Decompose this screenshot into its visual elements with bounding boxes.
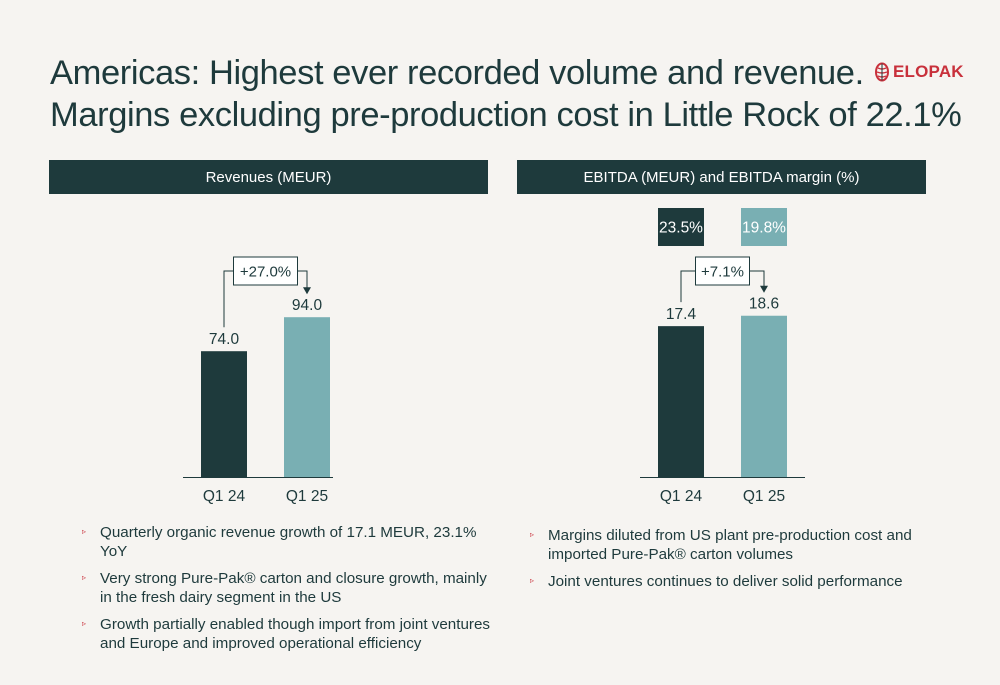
- elopak-logo-icon: [875, 62, 889, 82]
- page-title-line-2: Margins excluding pre-production cost in…: [50, 96, 962, 134]
- revenues-chart: 74.0 Q1 24 94.0 Q1 25 +27.0%: [183, 256, 333, 505]
- margin-box: [741, 208, 787, 246]
- plot-area: 17.4 Q1 24 18.6 Q1 25 +7.1% 23.5% 19.8%: [640, 208, 805, 505]
- bullet-marker-icon: ▹: [530, 530, 535, 539]
- change-label: +7.1%: [701, 264, 744, 281]
- data-label: 74.0: [209, 331, 240, 348]
- ebitda-bullets: ▹ Margins diluted from US plant pre-produ…: [530, 526, 930, 599]
- bullet-item: ▹ Quarterly organic revenue growth of 17.…: [82, 523, 502, 561]
- change-arrow-icon: [303, 287, 311, 295]
- company-logo: ELOPAK: [875, 60, 964, 84]
- x-tick-label: Q1 24: [660, 488, 703, 505]
- bullet-text: Margins diluted from US plant pre-produc…: [548, 527, 912, 563]
- revenue-bullets: ▹ Quarterly organic revenue growth of 17.…: [82, 523, 502, 661]
- revenues-chart-header: Revenues (MEUR): [49, 160, 488, 194]
- bullet-text: Joint ventures continues to deliver soli…: [548, 573, 903, 590]
- bar-q1-25: [741, 315, 787, 477]
- margin-label: 23.5%: [659, 220, 703, 237]
- bullet-item: ▹ Growth partially enabled though import …: [82, 615, 502, 653]
- bullet-marker-icon: ▹: [82, 573, 87, 582]
- bar-q1-25: [284, 317, 330, 477]
- margin-label: 19.8%: [742, 220, 786, 237]
- bar-q1-24: [201, 351, 247, 477]
- margin-box: [658, 208, 704, 246]
- x-tick-label: Q1 24: [203, 488, 246, 505]
- bullet-item: ▹ Joint ventures continues to deliver sol…: [530, 572, 930, 591]
- bullet-marker-icon: ▹: [530, 576, 535, 585]
- change-box: [695, 256, 750, 286]
- change-arrow-icon: [760, 285, 768, 293]
- logo-text: ELOPAK: [893, 62, 964, 81]
- bullet-marker-icon: ▹: [82, 527, 87, 536]
- change-label: +27.0%: [240, 264, 291, 281]
- change-connector: [223, 270, 308, 328]
- x-tick-label: Q1 25: [743, 488, 785, 505]
- bullet-text: Growth partially enabled though import f…: [100, 616, 491, 652]
- bullet-marker-icon: ▹: [82, 619, 87, 628]
- page-title: Americas: Highest ever recorded volume a…: [50, 52, 962, 136]
- plot-area: 74.0 Q1 24 94.0 Q1 25 +27.0%: [183, 256, 333, 505]
- bullet-text: Very strong Pure-Pak® carton and closure…: [100, 570, 487, 606]
- bullet-item: ▹ Margins diluted from US plant pre-produ…: [530, 526, 930, 564]
- bullet-text: Quarterly organic revenue growth of 17.1…: [100, 524, 477, 560]
- change-box: [233, 256, 298, 286]
- x-tick-label: Q1 25: [286, 488, 328, 505]
- bullet-item: ▹ Very strong Pure-Pak® carton and closur…: [82, 569, 502, 607]
- data-label: 94.0: [292, 297, 323, 314]
- data-label: 17.4: [666, 306, 697, 323]
- bar-q1-24: [658, 326, 704, 477]
- change-connector: [680, 270, 765, 303]
- ebitda-chart: 17.4 Q1 24 18.6 Q1 25 +7.1% 23.5% 19.8%: [640, 208, 805, 505]
- page-title-line-1: Americas: Highest ever recorded volume a…: [50, 54, 864, 92]
- ebitda-chart-header: EBITDA (MEUR) and EBITDA margin (%): [517, 160, 926, 194]
- data-label: 18.6: [749, 296, 779, 313]
